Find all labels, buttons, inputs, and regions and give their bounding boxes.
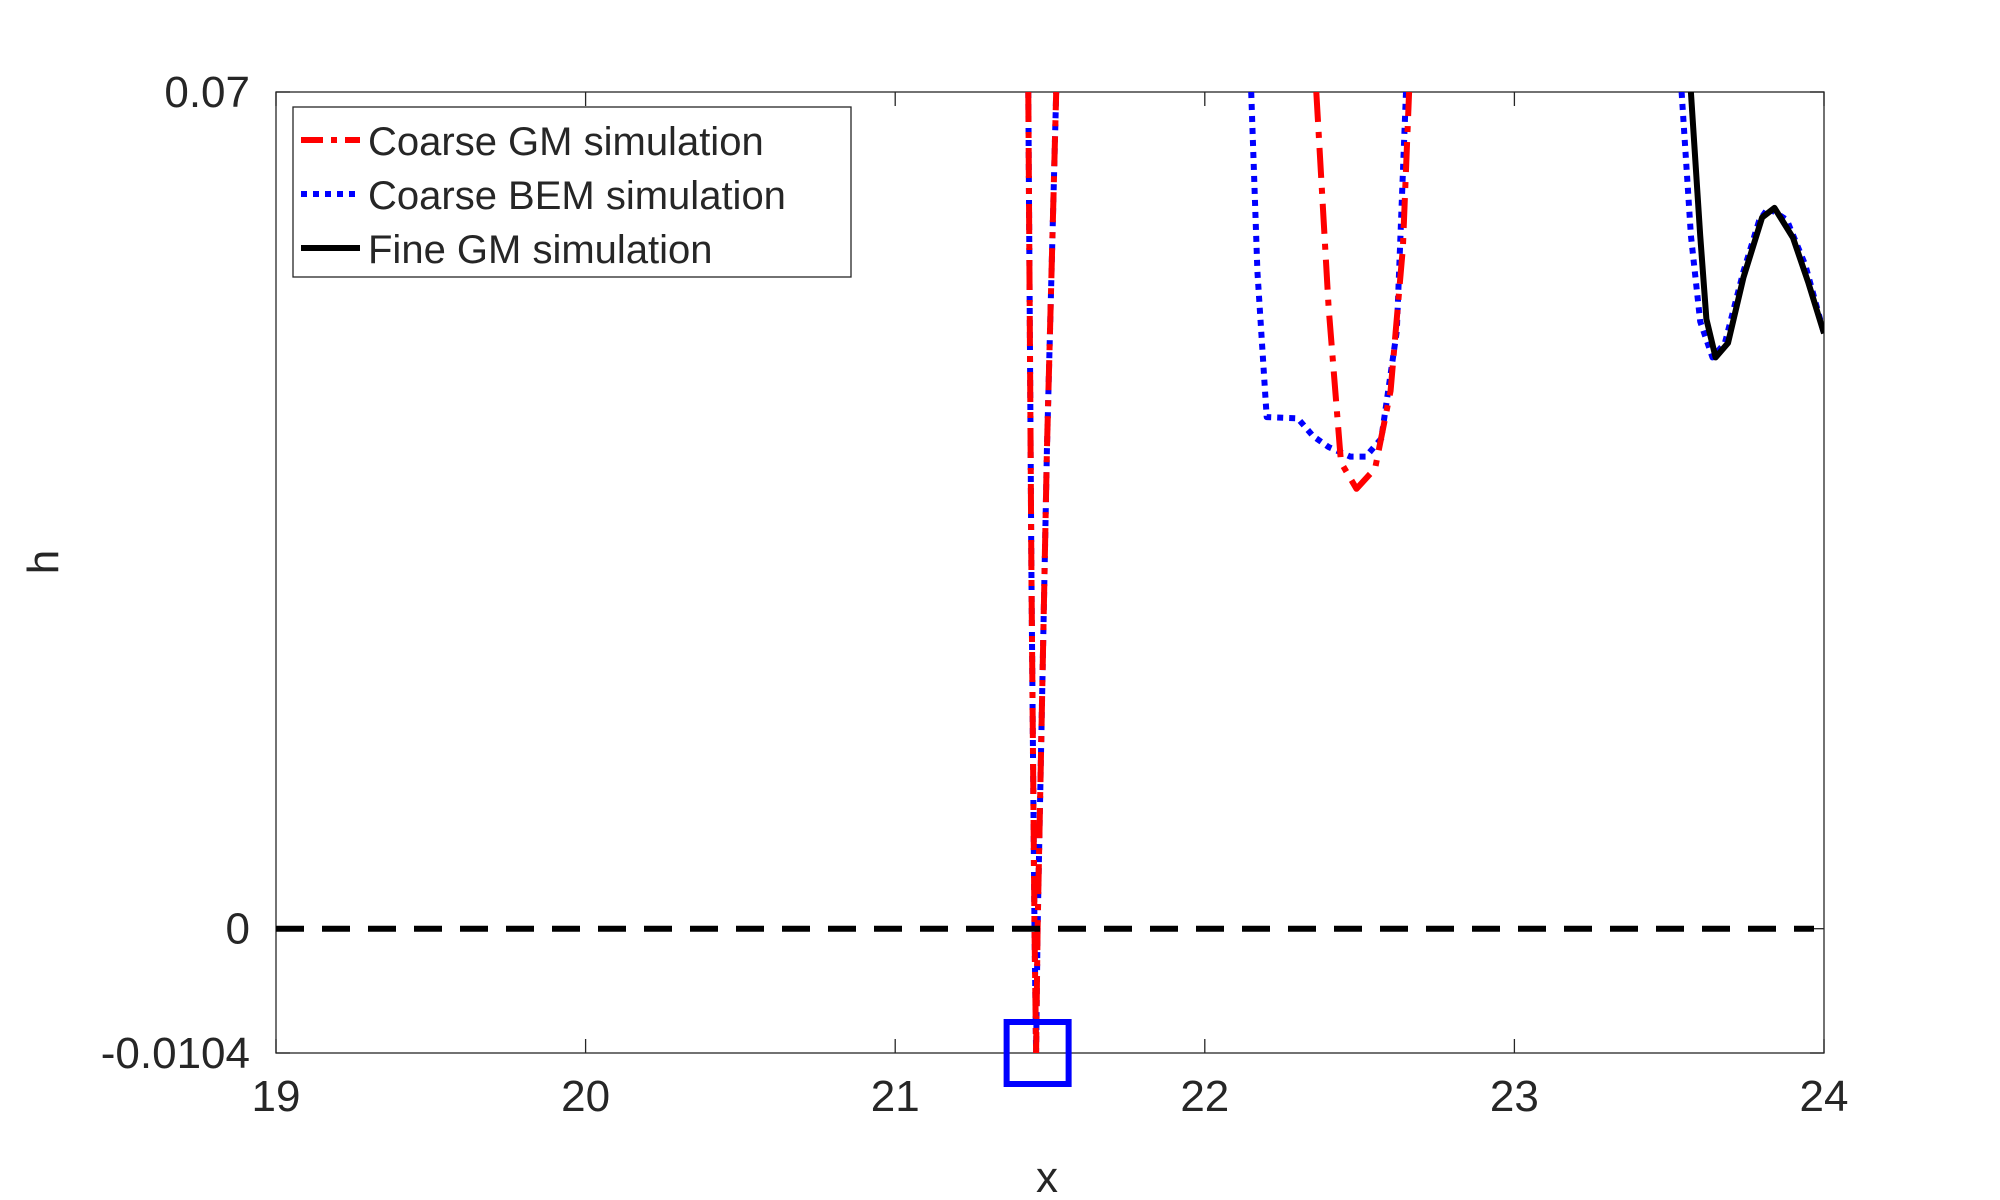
- square-marker: [1003, 1019, 1072, 1087]
- series-line-0: [1313, 92, 1413, 492]
- x-tick-label: 19: [252, 1072, 301, 1121]
- legend-items: Coarse GM simulation Coarse BEM simulatio…: [301, 120, 786, 272]
- legend-label-1: Coarse BEM simulation: [368, 174, 786, 218]
- series-line-1: [1025, 92, 1060, 1053]
- legend-label-0: Coarse GM simulation: [368, 120, 764, 164]
- legend: Coarse GM simulation Coarse BEM simulatio…: [292, 106, 852, 278]
- series-layer: [1025, 92, 1824, 1053]
- y-axis-label: h: [19, 550, 68, 574]
- x-axis-label: x: [1036, 1153, 1058, 1200]
- x-tick-label: 24: [1800, 1072, 1849, 1121]
- x-tick-label: 20: [561, 1072, 610, 1121]
- series-line-2: [1687, 92, 1824, 361]
- x-tick-label: 22: [1180, 1072, 1229, 1121]
- y-tick-label: 0.07: [164, 68, 250, 117]
- marker-layer: [1003, 1019, 1072, 1087]
- y-tick-label: -0.0104: [101, 1029, 250, 1078]
- x-tick-label: 21: [871, 1072, 920, 1121]
- legend-label-2: Fine GM simulation: [368, 228, 713, 272]
- ticks: [275, 91, 1825, 1054]
- tick-labels: 19 20 21 22 23 24 -0.0104 0 0.07: [101, 68, 1849, 1121]
- x-tick-label: 23: [1490, 1072, 1539, 1121]
- series-line-1: [1248, 92, 1409, 460]
- y-tick-label: 0: [226, 905, 250, 954]
- legend-box: [292, 106, 852, 278]
